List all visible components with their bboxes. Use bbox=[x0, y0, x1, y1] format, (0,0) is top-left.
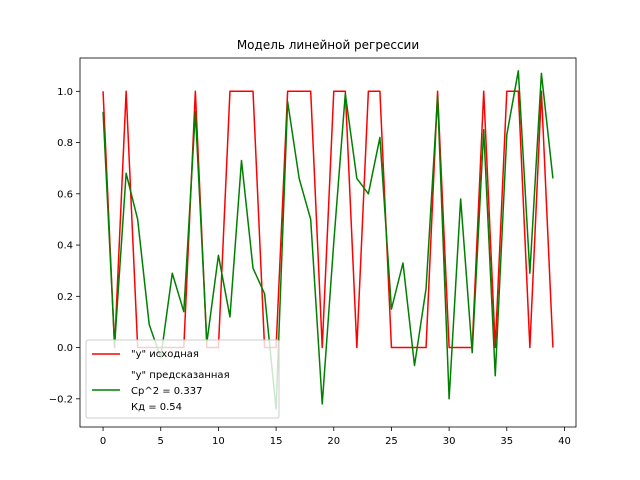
chart-title: Модель линейной регрессии bbox=[237, 38, 419, 52]
y-tick-label: 0.2 bbox=[57, 292, 73, 303]
axes: 0 5 10 15 20 25 30 35 40 −0.2 0.0 0.2 0.4 0.6 0.8 1.0 bbox=[49, 87, 571, 447]
legend-label-kd: Кд = 0.54 bbox=[131, 402, 182, 413]
legend: "y" исходная "y" предсказанная Ср^2 = 0.… bbox=[85, 339, 280, 419]
y-tick-label: 0.8 bbox=[57, 138, 73, 149]
plot-frame bbox=[79, 57, 577, 428]
legend-label-predicted: "y" предсказанная bbox=[131, 370, 230, 381]
x-tick-label: 15 bbox=[270, 436, 283, 447]
x-tick-label: 10 bbox=[212, 436, 225, 447]
y-tick-label: 0.0 bbox=[57, 343, 73, 354]
x-tick-label: 35 bbox=[500, 436, 513, 447]
series-line-predicted bbox=[102, 70, 554, 410]
x-tick-label: 25 bbox=[385, 436, 398, 447]
legend-box bbox=[85, 339, 280, 419]
x-tick-label: 0 bbox=[100, 436, 106, 447]
x-tick-label: 5 bbox=[158, 436, 164, 447]
y-tick-label: −0.2 bbox=[49, 394, 73, 405]
y-tick-label: 1.0 bbox=[57, 87, 73, 98]
y-tick-label: 0.6 bbox=[57, 189, 73, 200]
x-tick-label: 40 bbox=[558, 436, 571, 447]
x-tick-label: 20 bbox=[327, 436, 340, 447]
y-tick-label: 0.4 bbox=[57, 241, 73, 252]
x-tick-label: 30 bbox=[443, 436, 456, 447]
legend-label-original: "y" исходная bbox=[131, 349, 199, 360]
legend-label-r2: Ср^2 = 0.337 bbox=[131, 386, 202, 397]
